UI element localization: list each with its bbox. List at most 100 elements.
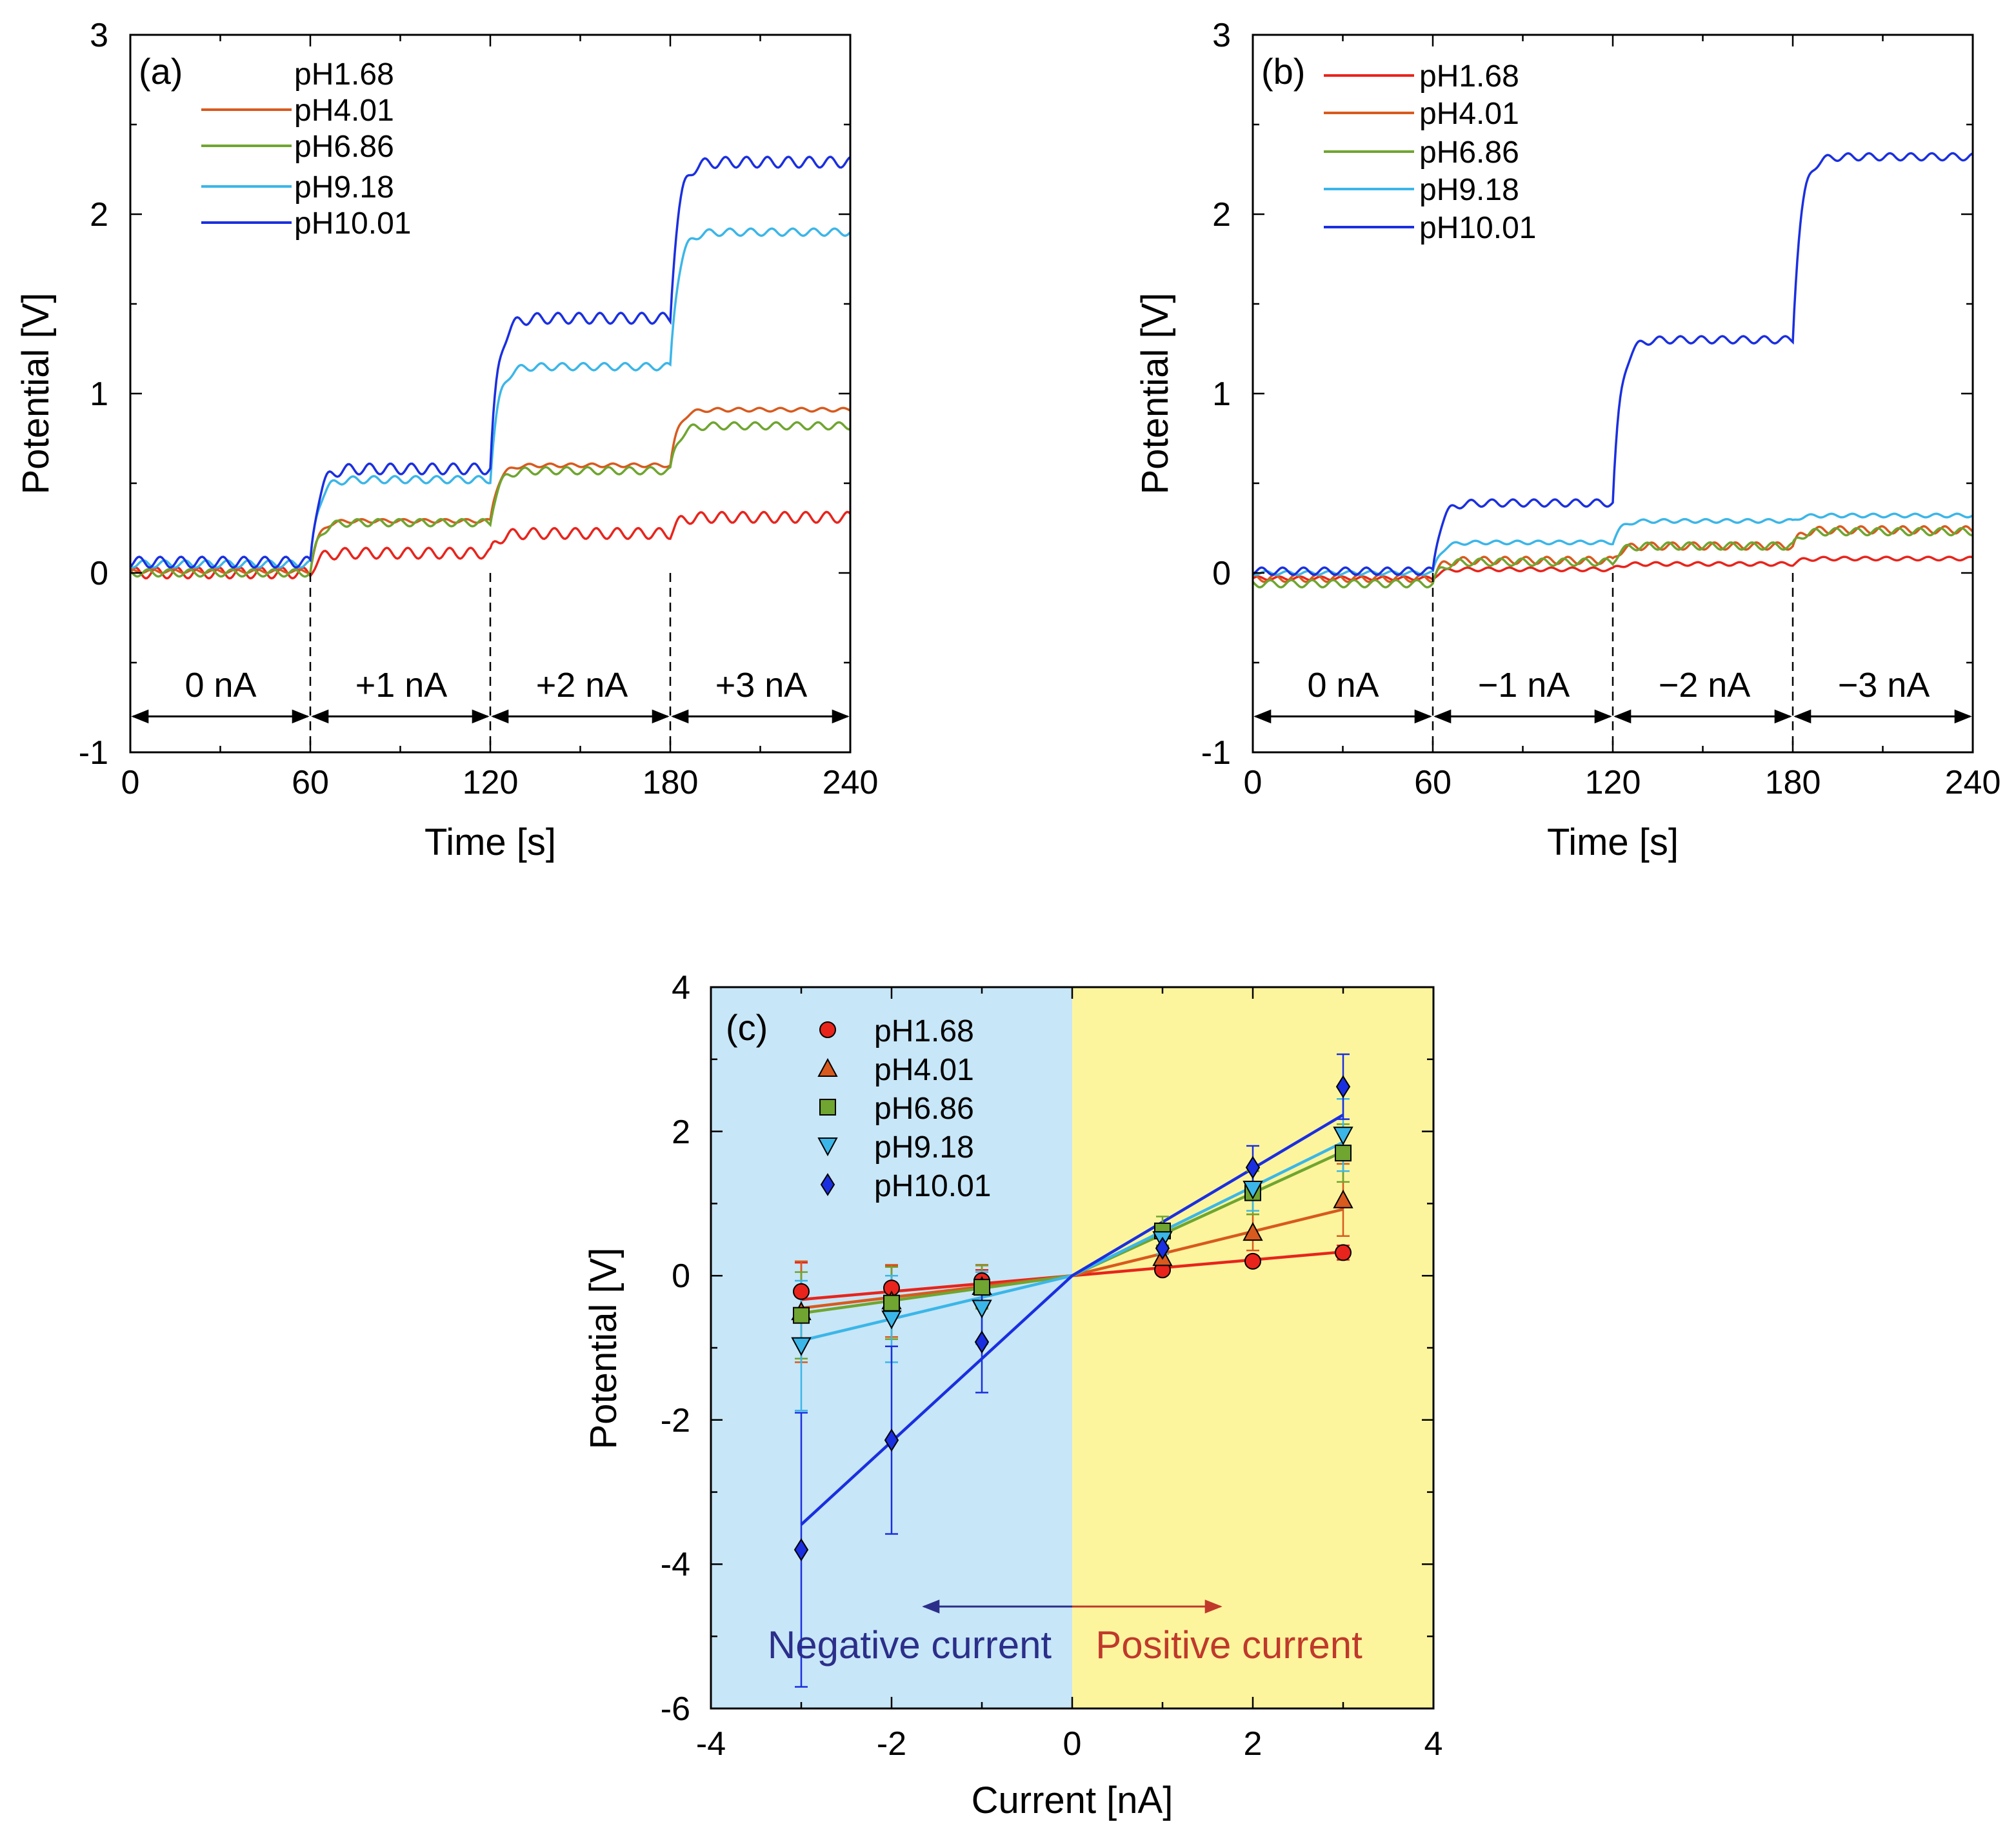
chart-a-legend-label: pH4.01 [294,94,394,128]
chart-c-legend-label: pH9.18 [874,1130,974,1165]
chart-c-marker [793,1307,810,1324]
chart-a-xtick-label: 60 [292,764,329,801]
chart-a-xtick-label: 120 [463,764,519,801]
chart-a-ylabel: Potential [V] [15,293,57,495]
chart-c: Negative current Positive current -4 -2 … [583,969,1442,1821]
chart-b-legend-label: pH4.01 [1419,97,1519,131]
chart-c-legend-marker [819,1099,836,1116]
chart-c-ytick-label: -4 [661,1546,690,1583]
chart-c-marker [1243,1222,1263,1241]
chart-a-series-line [129,155,852,569]
chart-b-xtick-label: 180 [1765,764,1821,801]
chart-a-dividers [309,573,672,752]
chart-a-legend-label: pH10.01 [294,206,411,241]
chart-c-xtick-label: 2 [1244,1725,1262,1763]
chart-a-ytick-label: 3 [90,17,108,54]
chart-b-legend: pH1.68 pH4.01 pH6.86 pH9.18 pH10.01 [1324,59,1536,245]
chart-b-ytick-label: 0 [1212,555,1231,592]
chart-a-legend-label: pH9.18 [294,170,394,205]
chart-b-frame [1252,34,1974,754]
chart-b-series-line [1252,526,1973,588]
chart-c-legend-symbol [817,1137,838,1157]
chart-b-ylabel: Potential [V] [1134,293,1176,495]
chart-a-ytick-labels: -1 0 1 2 3 [79,17,108,772]
chart-b-xtick-label: 120 [1585,764,1641,801]
chart-c-positive-annotation: Positive current [1095,1623,1362,1667]
chart-b-xtick-label: 60 [1414,764,1452,801]
chart-c-marker [1155,1236,1170,1260]
chart-a-xtick-label: 240 [823,764,879,801]
chart-c-legend-marker [819,1021,836,1038]
chart-c-ytick-label: 0 [672,1257,690,1295]
chart-c-xtick-label: -2 [877,1725,906,1763]
chart-c-marker [1335,1145,1352,1162]
chart-c-marker [1333,1127,1353,1146]
chart-c-panel-label: (c) [726,1007,768,1048]
chart-a-legend: pH1.68 pH4.01 pH6.86 pH9.18 pH10.01 [201,57,411,241]
chart-a-series-line [129,510,852,580]
chart-c-negative-annotation: Negative current [768,1623,1052,1667]
chart-b-segment-label: −2 nA [1659,666,1751,705]
chart-b-legend-label: pH1.68 [1419,59,1519,94]
chart-a-segment-label: +3 nA [715,666,808,705]
chart-c-legend: pH1.68 pH4.01 pH6.86 pH9.18 pH10.01 [817,1014,991,1203]
chart-a-legend-label: pH1.68 [294,57,394,92]
chart-c-marker [881,1310,902,1330]
chart-c-legend-marker [820,1173,835,1196]
chart-b-ytick-label: 2 [1212,196,1231,234]
chart-c-marker [1244,1252,1261,1270]
chart-a-frame [129,34,852,754]
chart-b-panel-label: (b) [1261,51,1305,92]
chart-a-ytick-label: 0 [90,555,108,592]
chart-a-series [129,155,852,580]
chart-c-ticks [710,986,1435,1710]
chart-c-legend-symbol [820,1173,835,1196]
chart-c-marker [973,1279,990,1296]
chart-a-xlabel: Time [s] [424,821,556,863]
chart-c-marker [1333,1189,1353,1208]
chart-c-legend-label: pH4.01 [874,1053,974,1087]
chart-b-ytick-labels: -1 0 1 2 3 [1201,17,1231,772]
chart-c-xlabel: Current [nA] [972,1779,1173,1821]
chart-c-marker [791,1337,812,1356]
chart-a-xtick-label: 0 [121,764,140,801]
chart-c-markers [791,1075,1353,1561]
chart-c-marker [793,1538,809,1561]
chart-b-legend-label: pH6.86 [1419,135,1519,170]
chart-c-positive-region [1072,987,1433,1708]
chart-a-panel-label: (a) [139,51,183,92]
chart-a-segment-label: +2 nA [536,666,628,705]
chart-c-ylabel: Potential [V] [583,1248,624,1450]
chart-c-marker [974,1330,990,1354]
chart-a: 0 nA +1 nA +2 nA +3 nA 0 60 120 180 240 … [15,17,878,863]
chart-b-ytick-label: 1 [1212,376,1231,413]
chart-a-ytick-label: -1 [79,734,108,772]
chart-c-marker [1243,1181,1263,1200]
chart-c-marker [884,1428,899,1452]
chart-c-xtick-label: -4 [696,1725,726,1763]
chart-c-marker [883,1294,900,1312]
chart-b-segment-label: −1 nA [1478,666,1570,705]
chart-a-legend-label: pH6.86 [294,130,394,164]
chart-c-xtick-labels: -4 -2 0 2 4 [696,1725,1443,1763]
chart-b-series [1252,152,1974,588]
chart-c-legend-symbol [819,1021,836,1038]
chart-c-ytick-label: 2 [672,1114,690,1151]
chart-a-segment-label: +1 nA [355,666,448,705]
chart-a-series-line [129,421,851,578]
chart-a-ytick-label: 2 [90,196,108,234]
chart-a-ticks [129,34,852,754]
chart-b-xtick-label: 0 [1244,764,1262,801]
chart-a-series-line [130,227,852,569]
chart-b: 0 nA −1 nA −2 nA −3 nA 0 60 120 180 240 … [1134,17,2001,863]
chart-c-legend-marker [817,1137,838,1157]
chart-c-ytick-label: -2 [661,1402,690,1439]
chart-a-ytick-label: 1 [90,376,108,413]
chart-c-marker [1335,1244,1352,1261]
chart-c-marker [1245,1156,1261,1179]
chart-b-legend-label: pH10.01 [1419,211,1536,245]
chart-c-marker [972,1299,992,1319]
chart-a-segment-labels: 0 nA +1 nA +2 nA +3 nA [185,666,807,705]
chart-c-legend-label: pH1.68 [874,1014,974,1048]
